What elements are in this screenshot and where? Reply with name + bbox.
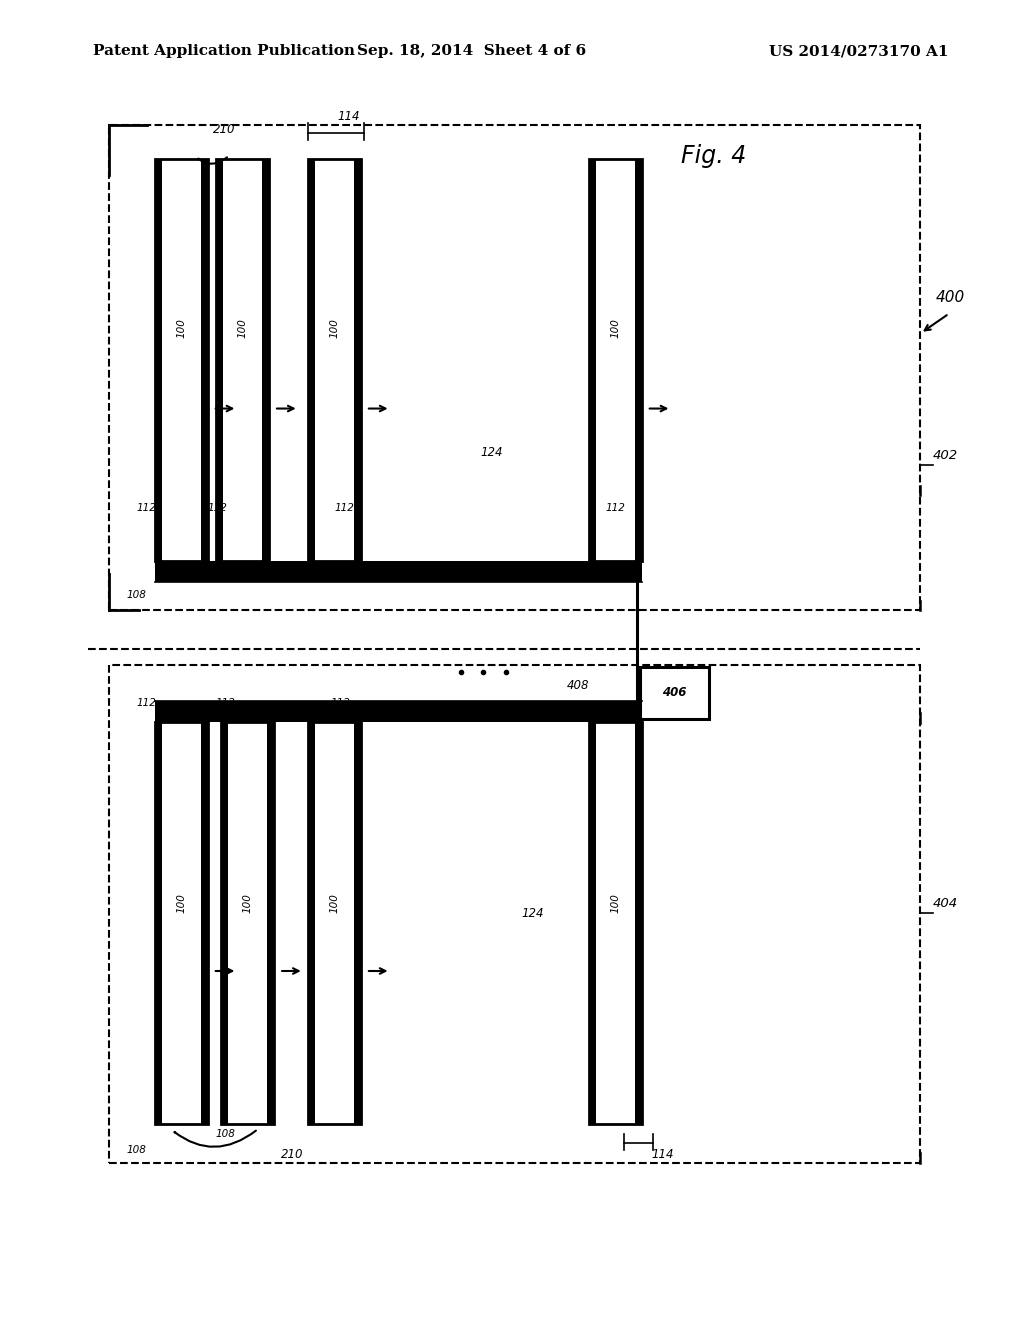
Bar bbox=[589, 160, 642, 561]
Bar bbox=[221, 722, 274, 1123]
Bar bbox=[308, 160, 315, 561]
Text: 402: 402 bbox=[933, 449, 957, 462]
Text: 108: 108 bbox=[587, 564, 606, 574]
Bar bbox=[155, 722, 208, 1123]
Bar bbox=[635, 160, 642, 561]
Text: 400: 400 bbox=[936, 290, 965, 305]
Text: Sep. 18, 2014  Sheet 4 of 6: Sep. 18, 2014 Sheet 4 of 6 bbox=[356, 45, 586, 58]
Text: 124: 124 bbox=[480, 446, 503, 459]
Bar bbox=[109, 125, 921, 610]
Bar bbox=[155, 701, 642, 722]
Bar bbox=[109, 665, 921, 1163]
Text: 112: 112 bbox=[331, 698, 350, 708]
Text: 112: 112 bbox=[215, 698, 234, 708]
Bar bbox=[308, 722, 360, 1123]
Text: Patent Application Publication: Patent Application Publication bbox=[93, 45, 355, 58]
Text: 100: 100 bbox=[610, 318, 621, 338]
Text: 112: 112 bbox=[605, 503, 625, 513]
FancyArrowPatch shape bbox=[174, 1131, 256, 1147]
Text: 108: 108 bbox=[126, 590, 146, 601]
Bar bbox=[216, 160, 223, 561]
Text: 112: 112 bbox=[136, 698, 157, 708]
Text: 108: 108 bbox=[303, 564, 323, 574]
Bar bbox=[262, 160, 269, 561]
Text: 114: 114 bbox=[337, 110, 359, 123]
Bar bbox=[589, 722, 596, 1123]
Text: 210: 210 bbox=[213, 123, 236, 136]
Bar bbox=[353, 160, 360, 561]
Text: 108: 108 bbox=[211, 564, 230, 574]
Text: Fig. 4: Fig. 4 bbox=[681, 144, 745, 168]
Bar bbox=[155, 561, 642, 582]
Bar bbox=[216, 160, 269, 561]
Text: 108: 108 bbox=[215, 1129, 234, 1139]
Text: 112: 112 bbox=[208, 503, 227, 513]
Text: 100: 100 bbox=[176, 318, 186, 338]
Bar bbox=[353, 722, 360, 1123]
Text: 100: 100 bbox=[330, 892, 339, 912]
Bar bbox=[155, 722, 162, 1123]
Text: 406: 406 bbox=[663, 686, 686, 700]
Bar bbox=[221, 722, 228, 1123]
Bar bbox=[155, 160, 208, 561]
Text: 100: 100 bbox=[243, 892, 253, 912]
Text: 114: 114 bbox=[652, 1148, 675, 1160]
Text: 124: 124 bbox=[521, 907, 544, 920]
Text: 112: 112 bbox=[335, 503, 354, 513]
Text: 100: 100 bbox=[238, 318, 248, 338]
Text: US 2014/0273170 A1: US 2014/0273170 A1 bbox=[769, 45, 949, 58]
Text: 100: 100 bbox=[176, 892, 186, 912]
Text: 108: 108 bbox=[126, 1144, 146, 1155]
Text: 112: 112 bbox=[136, 503, 157, 513]
Bar bbox=[640, 667, 709, 719]
Text: 408: 408 bbox=[567, 678, 590, 692]
Bar bbox=[308, 160, 360, 561]
Bar bbox=[201, 160, 208, 561]
FancyArrowPatch shape bbox=[199, 157, 227, 164]
Text: 100: 100 bbox=[330, 318, 339, 338]
Bar bbox=[589, 160, 596, 561]
Bar bbox=[635, 722, 642, 1123]
Bar bbox=[155, 160, 162, 561]
Bar bbox=[267, 722, 274, 1123]
Text: 404: 404 bbox=[933, 898, 957, 911]
Text: 210: 210 bbox=[282, 1148, 304, 1160]
Bar bbox=[201, 722, 208, 1123]
Bar bbox=[308, 722, 315, 1123]
Bar bbox=[589, 722, 642, 1123]
Text: 100: 100 bbox=[610, 892, 621, 912]
